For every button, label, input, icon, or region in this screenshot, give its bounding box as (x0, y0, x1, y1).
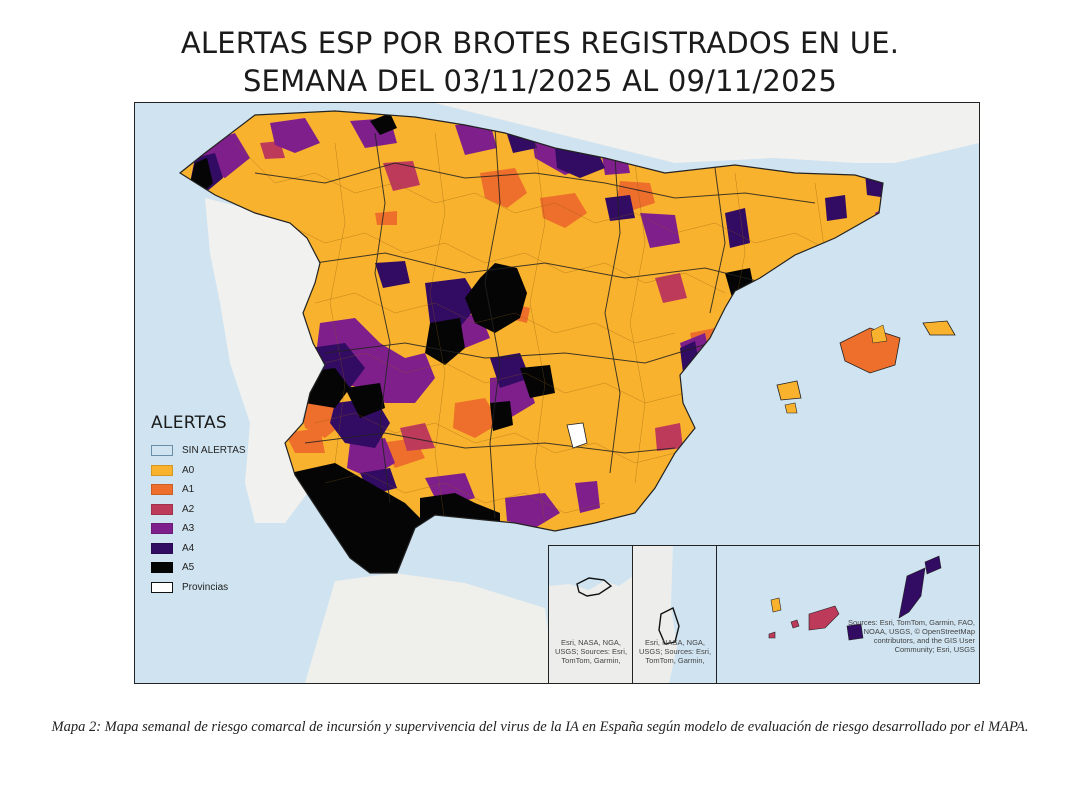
isla-lanzarote (924, 555, 942, 575)
legend-label: A3 (182, 523, 195, 535)
canarias-map (717, 546, 979, 683)
comarca-lines (234, 132, 836, 524)
province-lines (254, 127, 816, 519)
legend-swatch-a3 (151, 523, 173, 535)
legend-label: Provincias (182, 581, 229, 593)
france-land (135, 103, 979, 163)
alert-a5-areas (190, 113, 755, 573)
isla-fuerteventura (898, 567, 926, 619)
legend-swatch-a5 (151, 562, 173, 574)
legend-label: A1 (182, 484, 195, 496)
legend-item-a3: A3 (151, 519, 271, 539)
melilla-map (633, 546, 716, 683)
spain-outline (178, 110, 884, 574)
canarias-attribution: Sources: Esri, TomTom, Garmin, FAO, NOAA… (848, 618, 975, 654)
legend-title: ALERTAS (151, 413, 228, 433)
sin-alertas-area (566, 422, 588, 449)
legend-item-a4: A4 (151, 539, 271, 559)
legend-item-a2: A2 (151, 500, 271, 520)
isla-tenerife (808, 605, 840, 631)
africa-land (305, 573, 555, 683)
legend-label: A2 (182, 503, 195, 515)
legend-swatch-a4 (151, 542, 173, 554)
inset-canarias[interactable]: Sources: Esri, TomTom, Garmin, FAO, NOAA… (716, 545, 979, 683)
inset-ceuta[interactable]: Esri, NASA, NGA, USGS; Sources: Esri, To… (548, 545, 632, 683)
legend-swatch-a1 (151, 484, 173, 496)
legend-swatch-provincias (151, 581, 173, 593)
title-line-1: ALERTAS ESP POR BROTES REGISTRADOS EN UE… (180, 26, 900, 60)
map-canvas (135, 103, 979, 683)
ceuta-outline (576, 577, 613, 597)
melilla-attribution: Esri, NASA, NGA, USGS; Sources: Esri, To… (638, 638, 712, 665)
map-title: ALERTAS ESP POR BROTES REGISTRADOS EN UE… (0, 24, 1080, 100)
isla-gran-canaria (846, 623, 864, 641)
title-line-2: SEMANA DEL 03/11/2025 AL 09/11/2025 (242, 64, 838, 98)
isla-la-gomera (790, 619, 800, 629)
melilla-outline (658, 607, 680, 645)
legend-item-a5: A5 (151, 558, 271, 578)
inset-melilla[interactable]: Esri, NASA, NGA, USGS; Sources: Esri, To… (632, 545, 716, 683)
legend-item-a1: A1 (151, 480, 271, 500)
balearic-islands (776, 320, 956, 414)
legend-item-sin-alertas: SIN ALERTAS (151, 441, 271, 461)
map-legend: ALERTAS SIN ALERTAS A0 A1 A2 A3 A4 A5 (151, 413, 271, 597)
legend-label: A4 (182, 542, 195, 554)
legend-item-provincias: Provincias (151, 578, 271, 598)
isla-el-hierro (768, 631, 776, 639)
legend-label: SIN ALERTAS (182, 445, 246, 457)
legend-label: A5 (182, 562, 195, 574)
legend-swatch-sin-alertas (151, 445, 173, 457)
legend-swatch-a2 (151, 503, 173, 515)
legend-label: A0 (182, 464, 195, 476)
ceuta-map (549, 546, 632, 683)
ceuta-attribution: Esri, NASA, NGA, USGS; Sources: Esri, To… (554, 638, 628, 665)
legend-swatch-a0 (151, 464, 173, 476)
main-map[interactable]: ALERTAS SIN ALERTAS A0 A1 A2 A3 A4 A5 (134, 102, 980, 684)
legend-item-a0: A0 (151, 461, 271, 481)
map-caption: Mapa 2: Mapa semanal de riesgo comarcal … (51, 719, 1029, 735)
isla-la-palma (770, 597, 782, 613)
